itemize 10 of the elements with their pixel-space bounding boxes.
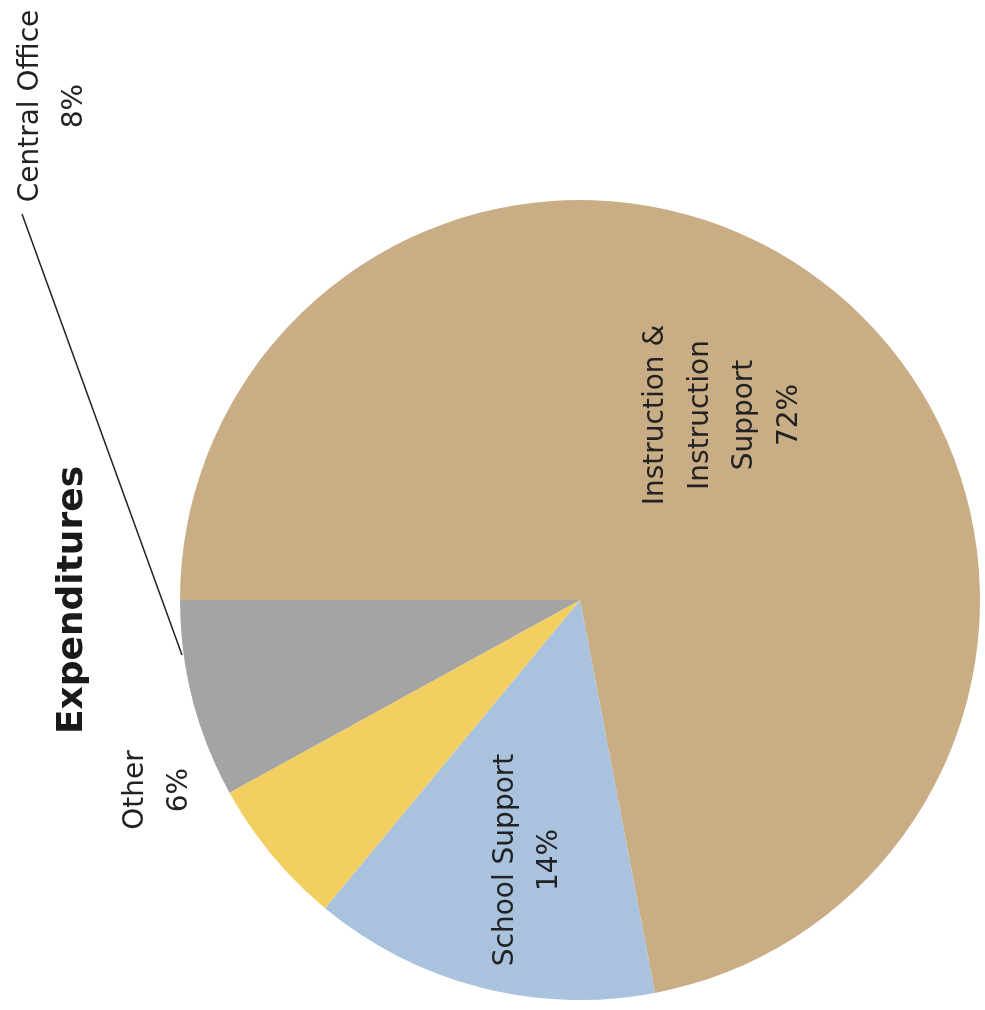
data-label: 6% [161, 767, 195, 813]
text: Expenditures [49, 465, 90, 735]
slice-label: School Support [486, 753, 520, 967]
data-label: 14% [531, 828, 565, 892]
pie-slice [325, 600, 655, 1000]
data-label: 8% [56, 83, 90, 129]
slice-label: Other [116, 749, 150, 830]
data-label: 72% [771, 383, 805, 447]
slice-label: Central Office [11, 9, 45, 203]
slice-label: Instruction & Instruction Support [636, 324, 760, 506]
